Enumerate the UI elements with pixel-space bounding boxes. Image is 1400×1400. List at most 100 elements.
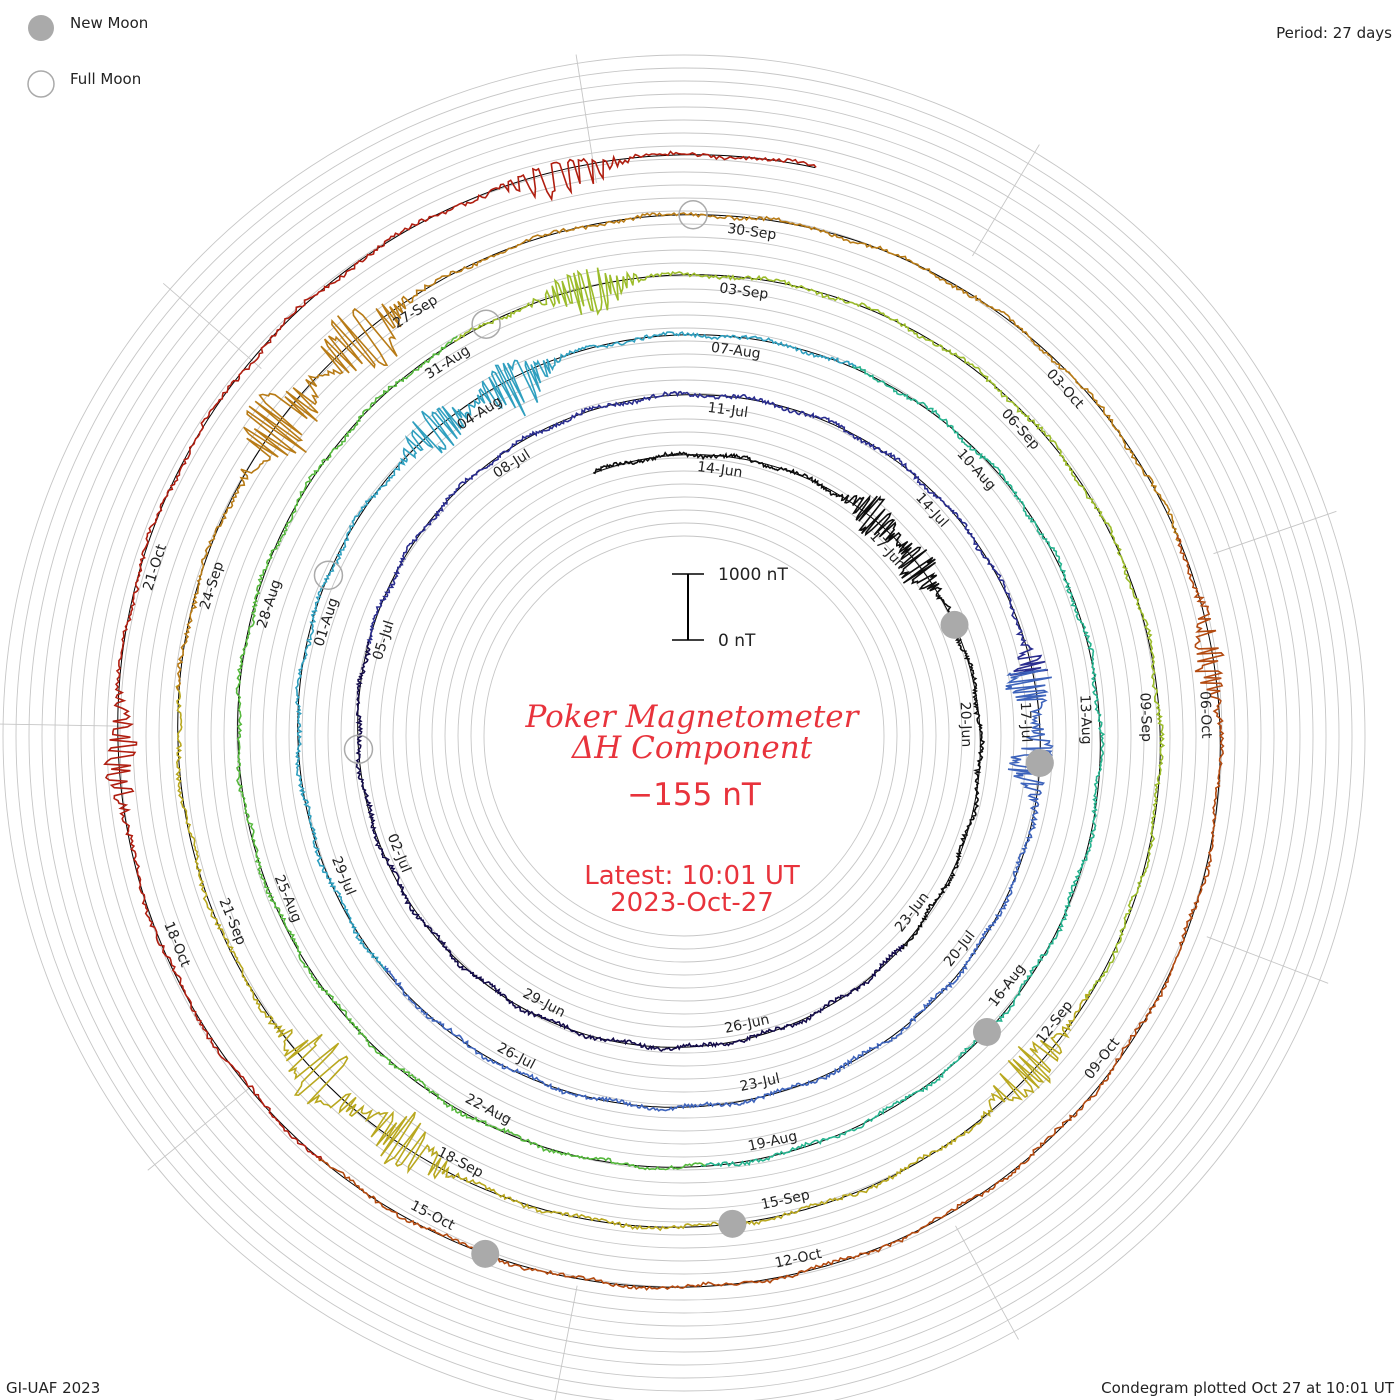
day-spoke <box>1206 936 1329 984</box>
credit-label: GI-UAF 2023 <box>6 1379 100 1397</box>
trace-segment <box>235 335 706 1171</box>
period-label: Period: 27 days <box>1276 24 1392 42</box>
date-label: 03-Sep <box>718 280 769 302</box>
grid-ring <box>444 496 924 976</box>
grid-ring <box>106 158 1262 1314</box>
trace-segment <box>294 331 857 972</box>
day-spoke <box>972 144 1040 257</box>
grid-ring <box>236 288 1132 1184</box>
date-label: 20-Jun <box>957 701 975 747</box>
day-spoke <box>554 1285 578 1400</box>
date-label: 17-Jul <box>1017 702 1035 743</box>
new-moon-marker <box>1025 748 1054 777</box>
date-label: 18-Sep <box>435 1144 486 1181</box>
grid-ring <box>288 340 1080 1132</box>
full-moon-marker <box>471 309 501 339</box>
day-spoke <box>162 282 262 369</box>
day-spoke <box>0 723 125 727</box>
grid-ring <box>457 509 911 963</box>
new-moon-marker <box>471 1239 500 1268</box>
full-moon-marker <box>678 199 708 230</box>
date-label: 15-Sep <box>760 1187 812 1213</box>
scale-bar: 1000 nT 0 nT <box>672 565 788 651</box>
grid-ring <box>158 210 1210 1262</box>
grid-ring <box>249 301 1119 1171</box>
grid-ring <box>28 80 1340 1392</box>
date-label: 12-Oct <box>773 1246 823 1272</box>
grid-ring <box>80 132 1288 1340</box>
trace-segment <box>366 390 1049 676</box>
grid-ring <box>15 67 1353 1400</box>
day-spoke <box>147 1088 250 1171</box>
date-label: 13-Aug <box>1076 694 1094 745</box>
date-label: 06-Oct <box>1196 691 1214 740</box>
day-spoke <box>1213 510 1337 555</box>
new-moon-marker <box>718 1209 747 1238</box>
new-moon-legend-icon <box>28 15 54 41</box>
date-label: 07-Aug <box>710 340 762 363</box>
grid-ring <box>405 457 963 1015</box>
date-label: 30-Sep <box>726 221 777 243</box>
date-label: 25-Aug <box>271 873 305 925</box>
trace-segment <box>454 267 1166 999</box>
trace-segment <box>700 365 1106 1168</box>
new-moon-marker <box>940 610 969 639</box>
radial-grid <box>2 54 1366 1400</box>
date-label: 26-Jul <box>494 1040 537 1073</box>
new-moon-marker <box>972 1017 1001 1046</box>
current-value: −155 nT <box>627 777 762 813</box>
magnetometer-trace <box>103 150 1225 1291</box>
date-label: 14-Jun <box>696 459 743 481</box>
trace-segment <box>355 639 905 1052</box>
date-label: 31-Aug <box>422 343 473 383</box>
chart-title-line1: Poker Magnetometer <box>525 699 861 735</box>
date-label: 24-Sep <box>197 560 227 612</box>
grid-ring <box>379 431 989 1041</box>
grid-ring <box>197 249 1171 1223</box>
date-label: 16-Aug <box>986 961 1029 1010</box>
grid-ring <box>301 353 1067 1119</box>
scale-bottom-label: 0 nT <box>718 631 756 651</box>
full-moon-marker <box>343 734 374 765</box>
day-spokes <box>0 54 1337 1400</box>
grid-ring <box>210 262 1158 1210</box>
date-label: 29-Jul <box>328 854 358 898</box>
grid-ring <box>171 223 1197 1249</box>
grid-ring <box>67 119 1301 1353</box>
date-label: 11-Jul <box>707 400 749 421</box>
latest-time: Latest: 10:01 UT <box>584 861 800 891</box>
grid-ring <box>470 522 898 950</box>
grid-ring <box>145 197 1223 1275</box>
grid-ring <box>184 236 1184 1236</box>
date-label: 02-Jul <box>384 831 414 875</box>
grid-ring <box>2 54 1366 1400</box>
trace-segment <box>383 668 1054 1112</box>
plotted-label: Condegram plotted Oct 27 at 10:01 UT <box>1101 1379 1395 1397</box>
grid-ring <box>392 444 976 1028</box>
grid-ring <box>418 470 950 1002</box>
trace-segment <box>175 683 1091 1232</box>
new-moon-legend-label: New Moon <box>70 14 148 32</box>
trace-segment <box>593 450 986 950</box>
date-label: 15-Oct <box>408 1198 458 1234</box>
grid-ring <box>275 327 1093 1145</box>
grid-ring <box>483 535 885 937</box>
full-moon-marker <box>313 560 344 590</box>
chart-title-line2: ΔH Component <box>571 730 813 766</box>
day-spoke <box>955 1225 1019 1340</box>
date-label: 20-Jul <box>941 928 978 970</box>
trace-segment <box>103 150 817 1160</box>
full-moon-legend-icon <box>27 70 55 98</box>
grid-ring <box>93 145 1275 1327</box>
date-label: 06-Sep <box>998 406 1043 453</box>
grid-ring <box>223 275 1145 1197</box>
grid-ring <box>366 418 1002 1054</box>
grid-ring <box>262 314 1106 1158</box>
date-label: 22-Aug <box>462 1091 514 1128</box>
moon-markers <box>313 199 1054 1268</box>
grid-ring <box>41 93 1327 1379</box>
date-label: 14-Jul <box>912 490 951 531</box>
full-moon-legend-label: Full Moon <box>70 70 141 88</box>
date-label: 03-Oct <box>1043 366 1087 412</box>
